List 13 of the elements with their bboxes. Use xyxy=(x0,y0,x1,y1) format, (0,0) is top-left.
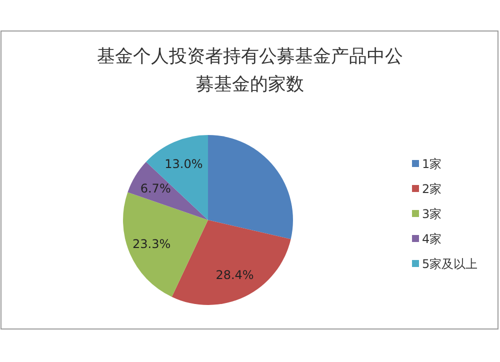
legend-label: 3家 xyxy=(422,207,442,221)
pie-slice xyxy=(123,192,208,297)
pie-slice xyxy=(208,135,293,240)
legend-label: 4家 xyxy=(422,232,442,246)
legend-label: 2家 xyxy=(422,182,442,196)
data-label: 13.0% xyxy=(164,156,203,171)
legend-label: 5家及以上 xyxy=(422,257,478,271)
legend-label: 1家 xyxy=(422,157,442,171)
chart-title: 基金个人投资者持有公募基金产品中公募基金的家数 xyxy=(97,46,403,95)
data-label: 23.3% xyxy=(132,236,171,251)
pie-slice xyxy=(172,220,291,305)
data-label: 28.4% xyxy=(216,268,254,282)
data-label: 6.7% xyxy=(140,181,171,196)
